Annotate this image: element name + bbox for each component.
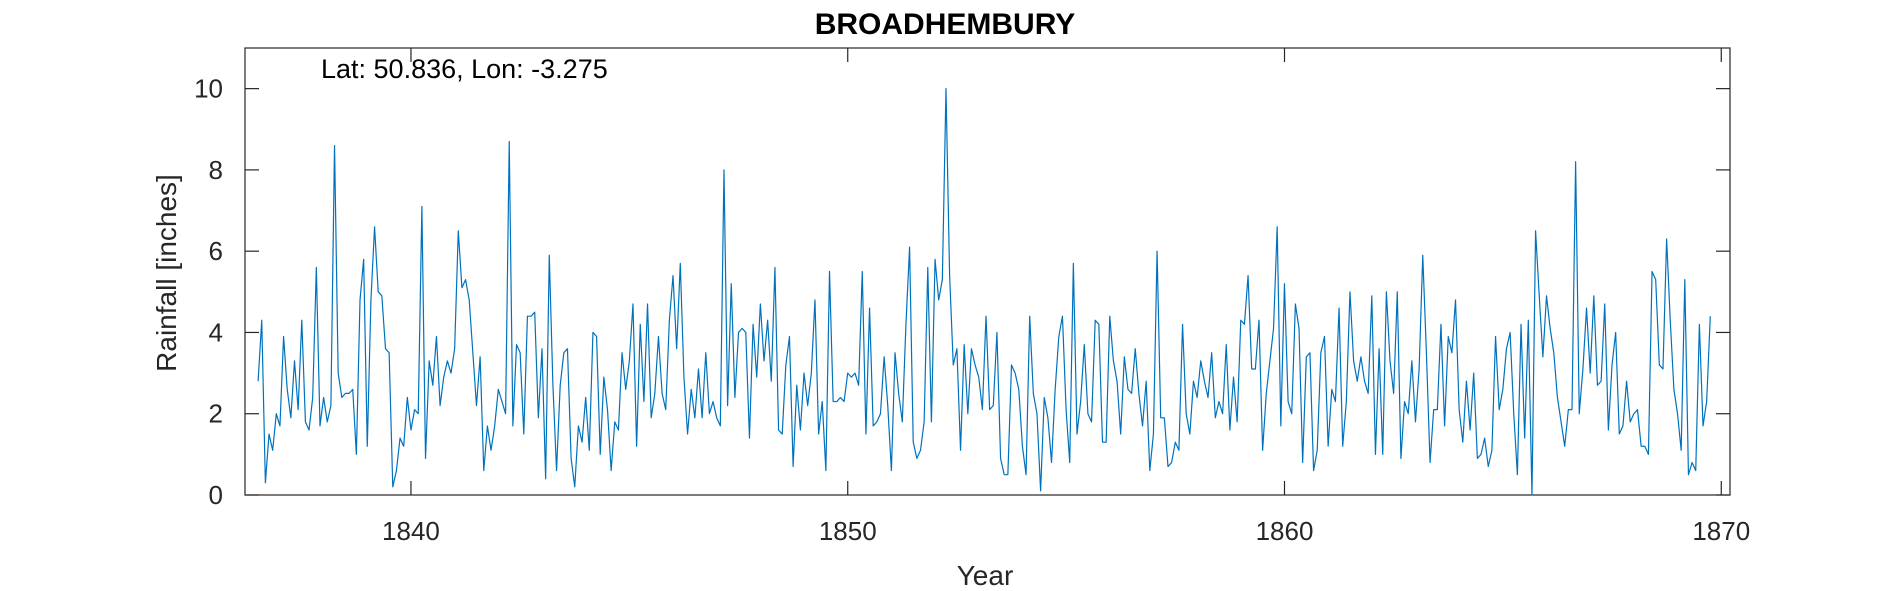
x-tick-label: 1860: [1256, 516, 1314, 546]
x-axis-label: Year: [957, 560, 1014, 591]
y-tick-label: 2: [209, 399, 223, 429]
y-tick-label: 8: [209, 155, 223, 185]
plot-area: [244, 47, 1731, 496]
y-axis-ticks: 0 2 4 6 8 10: [194, 74, 1730, 510]
rainfall-series-line: [257, 88, 1711, 496]
x-axis-ticks: 1840 1850 1860 1870: [382, 48, 1750, 546]
y-tick-label: 0: [209, 480, 223, 510]
x-tick-label: 1870: [1692, 516, 1750, 546]
chart-title: BROADHEMBURY: [815, 8, 1076, 41]
y-tick-label: 10: [194, 74, 223, 104]
x-tick-label: 1840: [382, 516, 440, 546]
location-annotation: Lat: 50.836, Lon: -3.275: [321, 54, 608, 84]
y-tick-label: 4: [209, 317, 223, 347]
y-tick-label: 6: [209, 236, 223, 266]
y-axis-label: Rainfall [inches]: [151, 174, 182, 372]
x-tick-label: 1850: [819, 516, 877, 546]
